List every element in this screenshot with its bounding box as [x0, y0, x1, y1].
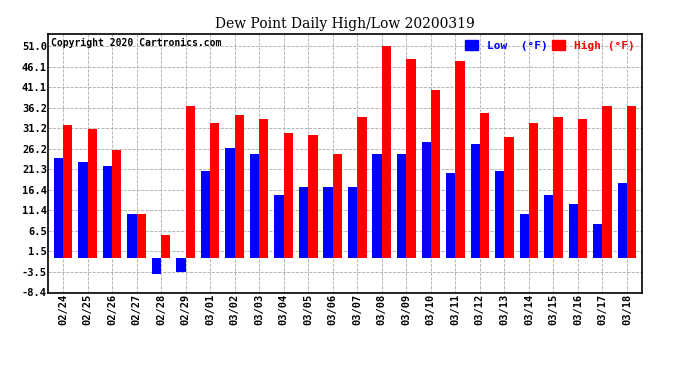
- Bar: [544, 195, 553, 258]
- Bar: [63, 125, 72, 258]
- Bar: [504, 137, 513, 258]
- Bar: [357, 117, 366, 258]
- Bar: [382, 46, 391, 258]
- Bar: [127, 214, 137, 258]
- Bar: [495, 171, 504, 258]
- Bar: [177, 258, 186, 272]
- Bar: [210, 123, 219, 258]
- Bar: [103, 166, 112, 258]
- Bar: [88, 129, 97, 258]
- Bar: [308, 135, 317, 258]
- Bar: [333, 154, 342, 258]
- Bar: [627, 106, 636, 258]
- Bar: [250, 154, 259, 258]
- Bar: [226, 148, 235, 258]
- Bar: [422, 142, 431, 258]
- Bar: [593, 225, 602, 258]
- Bar: [455, 61, 464, 258]
- Bar: [275, 195, 284, 258]
- Bar: [161, 235, 170, 258]
- Bar: [78, 162, 88, 258]
- Bar: [152, 258, 161, 274]
- Bar: [480, 112, 489, 258]
- Bar: [259, 119, 268, 258]
- Text: Copyright 2020 Cartronics.com: Copyright 2020 Cartronics.com: [51, 38, 221, 48]
- Bar: [373, 154, 382, 258]
- Bar: [324, 187, 333, 258]
- Bar: [137, 214, 146, 258]
- Bar: [520, 214, 529, 258]
- Bar: [602, 106, 612, 258]
- Bar: [348, 187, 357, 258]
- Bar: [54, 158, 63, 258]
- Bar: [471, 144, 480, 258]
- Bar: [618, 183, 627, 258]
- Bar: [569, 204, 578, 258]
- Bar: [299, 187, 308, 258]
- Bar: [406, 58, 415, 258]
- Legend: Low  (°F), High (°F): Low (°F), High (°F): [464, 39, 636, 52]
- Bar: [553, 117, 563, 258]
- Bar: [284, 133, 293, 258]
- Bar: [235, 115, 244, 258]
- Bar: [201, 171, 210, 258]
- Bar: [112, 150, 121, 258]
- Bar: [578, 119, 587, 258]
- Bar: [446, 172, 455, 258]
- Bar: [186, 106, 195, 258]
- Bar: [529, 123, 538, 258]
- Title: Dew Point Daily High/Low 20200319: Dew Point Daily High/Low 20200319: [215, 17, 475, 31]
- Bar: [431, 90, 440, 258]
- Bar: [397, 154, 406, 258]
